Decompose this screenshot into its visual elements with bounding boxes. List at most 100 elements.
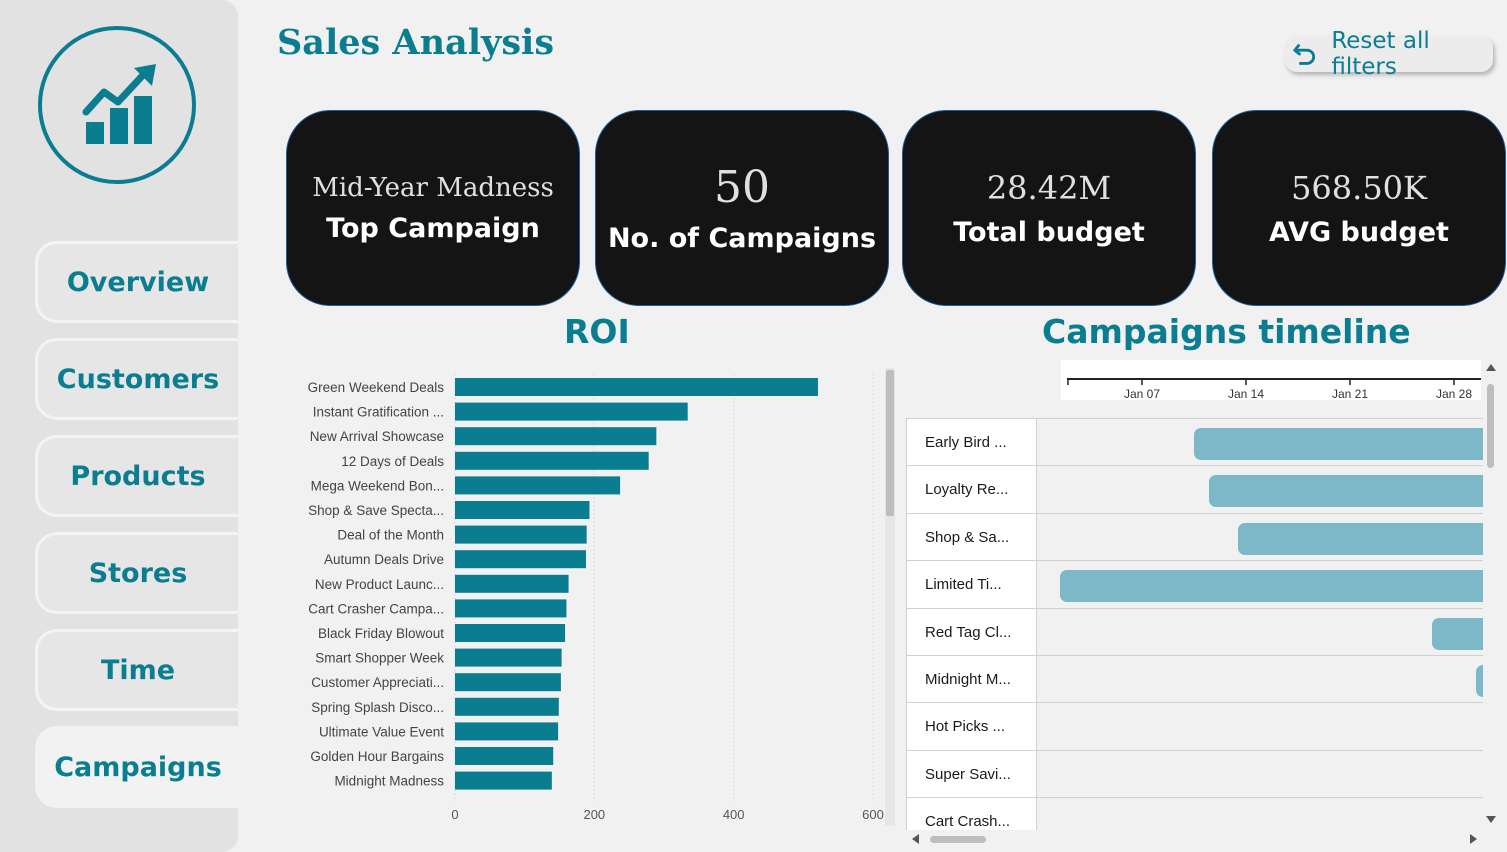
timeline-vertical-scrollbar[interactable] [1484, 364, 1498, 824]
timeline-row[interactable]: Limited Ti... [906, 560, 1483, 609]
timeline-row[interactable]: Super Savi... [906, 749, 1483, 798]
x-tick-label: 200 [583, 807, 605, 822]
roi-bar[interactable] [455, 599, 567, 618]
nav-stores-button[interactable]: Stores [35, 532, 238, 614]
category-label: Autumn Deals Drive [324, 552, 444, 567]
axis-tick-label: Jan 21 [1332, 387, 1368, 400]
roi-bar[interactable] [455, 550, 586, 569]
timeline-row[interactable]: Loyalty Re... [906, 465, 1483, 514]
kpi-value: Mid-Year Madness [312, 172, 554, 203]
roi-title: ROI [564, 312, 630, 351]
kpi-value: 50 [714, 162, 770, 213]
timeline-bar[interactable] [1476, 665, 1483, 697]
axis-tick-label: Jan 14 [1228, 387, 1264, 400]
timeline-track [1038, 798, 1483, 830]
timeline-row-label: Limited Ti... [906, 561, 1037, 609]
category-label: Shop & Save Specta... [308, 503, 444, 518]
timeline-track [1038, 608, 1483, 656]
timeline-track [1038, 703, 1483, 751]
timeline-row-label: Loyalty Re... [906, 466, 1037, 514]
timeline-row[interactable]: Red Tag Cl... [906, 607, 1483, 656]
roi-bar[interactable] [455, 476, 621, 495]
timeline-row[interactable]: Hot Picks ... [906, 702, 1483, 751]
kpi-value: 568.50K [1291, 168, 1427, 207]
roi-scrollbar[interactable] [885, 368, 895, 826]
timeline-bar[interactable] [1193, 428, 1483, 460]
nav-label: Products [70, 460, 206, 492]
timeline-track [1038, 419, 1483, 466]
category-label: New Arrival Showcase [310, 429, 444, 444]
category-label: Spring Splash Disco... [311, 700, 444, 715]
category-label: Midnight Madness [334, 774, 444, 789]
roi-bar[interactable] [455, 697, 559, 716]
category-label: Mega Weekend Bon... [311, 478, 444, 493]
scrollbar-thumb[interactable] [930, 836, 986, 843]
nav-campaigns-button[interactable]: Campaigns [35, 726, 238, 808]
nav-label: Overview [66, 266, 210, 298]
timeline-row-label: Super Savi... [906, 750, 1037, 798]
timeline-bar[interactable] [1238, 522, 1483, 555]
timeline-title: Campaigns timeline [1042, 312, 1411, 351]
roi-bar[interactable] [455, 525, 587, 544]
nav-label: Campaigns [54, 751, 222, 783]
timeline-row[interactable]: Shop & Sa... [906, 512, 1483, 561]
roi-bar[interactable] [455, 648, 562, 667]
sidebar: Overview Customers Products Stores Time … [0, 0, 238, 852]
kpi-value: 28.42M [986, 168, 1112, 207]
timeline-track [1038, 656, 1483, 703]
roi-bar[interactable] [455, 771, 552, 790]
roi-bar[interactable] [455, 624, 566, 642]
category-label: Smart Shopper Week [315, 651, 444, 666]
nav-customers-button[interactable]: Customers [35, 338, 238, 420]
category-label: Instant Gratification ... [313, 405, 444, 420]
scrollbar-thumb[interactable] [886, 370, 894, 516]
roi-bar[interactable] [455, 451, 649, 470]
category-label: Cart Crasher Campa... [308, 601, 444, 616]
roi-bar-chart: 0 200 400 600 Green Weekend Deals Instant Gra… [308, 374, 884, 822]
timeline-row-label: Shop & Sa... [906, 513, 1037, 561]
timeline-row[interactable]: Midnight M... [906, 655, 1483, 703]
reset-filters-button[interactable]: Reset all filters [1285, 28, 1493, 80]
timeline-row-label: Red Tag Cl... [906, 608, 1037, 656]
axis-tick-label: Jan 07 [1124, 387, 1160, 400]
campaigns-timeline: Jan 07 Jan 14 Jan 21 Jan 28 Early Bird ... L… [906, 358, 1500, 848]
scroll-up-icon[interactable] [1486, 364, 1496, 371]
roi-bar[interactable] [455, 722, 559, 741]
timeline-row-label: Cart Crash... [906, 798, 1037, 830]
scroll-left-icon[interactable] [912, 834, 919, 844]
scroll-down-icon[interactable] [1486, 816, 1496, 823]
roi-bar[interactable] [455, 501, 590, 519]
roi-bar[interactable] [455, 747, 554, 765]
timeline-rows: Early Bird ... Loyalty Re... Shop & Sa... L… [906, 418, 1483, 830]
roi-bar[interactable] [455, 378, 818, 396]
nav-overview-button[interactable]: Overview [35, 241, 238, 323]
category-label: Green Weekend Deals [308, 380, 445, 395]
roi-bar[interactable] [455, 673, 561, 692]
timeline-row[interactable]: Early Bird ... [906, 418, 1483, 466]
timeline-horizontal-scrollbar[interactable] [910, 832, 1480, 846]
scroll-right-icon[interactable] [1470, 834, 1477, 844]
kpi-label: Top Campaign [326, 212, 540, 244]
timeline-row-label: Hot Picks ... [906, 703, 1037, 751]
timeline-bar[interactable] [1060, 570, 1483, 603]
timeline-bar[interactable] [1209, 475, 1483, 508]
roi-bar[interactable] [455, 402, 688, 421]
roi-bar[interactable] [455, 427, 657, 446]
nav-time-button[interactable]: Time [35, 629, 238, 711]
category-label: Customer Appreciati... [311, 675, 444, 690]
timeline-row[interactable]: Cart Crash... [906, 797, 1483, 830]
kpi-label: AVG budget [1269, 216, 1449, 248]
undo-icon [1293, 44, 1316, 65]
timeline-row-label: Midnight M... [906, 656, 1037, 703]
timeline-bar[interactable] [1431, 617, 1483, 650]
category-label: Deal of the Month [337, 528, 444, 543]
axis-tick-label: Jan 28 [1436, 387, 1472, 400]
roi-bar[interactable] [455, 574, 569, 593]
nav-products-button[interactable]: Products [35, 435, 238, 517]
nav-label: Stores [88, 557, 188, 589]
category-label: Golden Hour Bargains [310, 749, 444, 764]
sales-growth-logo [38, 26, 196, 184]
timeline-track [1038, 561, 1483, 609]
timeline-track [1038, 466, 1483, 514]
scrollbar-thumb[interactable] [1487, 384, 1494, 468]
